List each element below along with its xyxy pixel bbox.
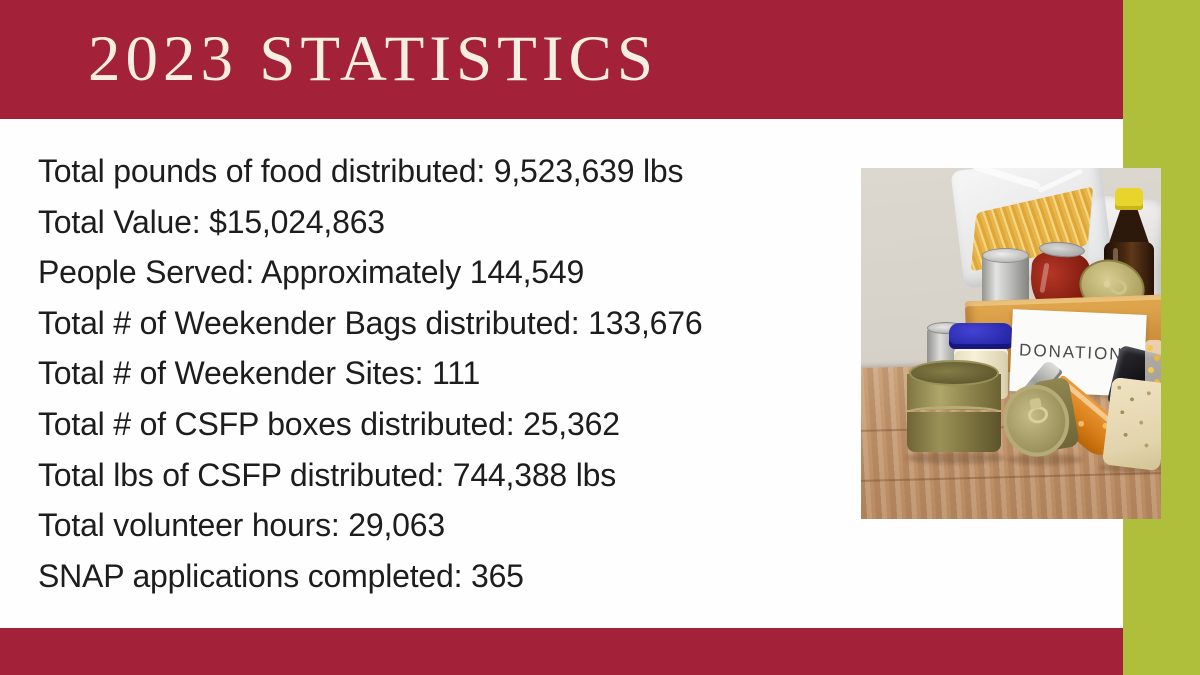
bottle-cap [1115,188,1143,210]
top-banner [0,0,1123,119]
stat-snap-applications: SNAP applications completed: 365 [38,557,524,594]
can-shadow [1007,454,1083,465]
bottom-banner [0,628,1123,675]
stat-total-pounds: Total pounds of food distributed: 9,523,… [38,153,684,189]
side-can-pull-tab [1029,397,1042,410]
stacked-olive-cans [907,360,1001,456]
bottle-neck [1108,208,1150,246]
upper-can-top [909,360,999,386]
stat-total-value: Total Value: $15,024,863 [38,203,385,240]
stat-volunteer-hours: Total volunteer hours: 29,063 [38,507,445,544]
donations-photo: DONATIONS [861,168,1161,519]
lower-can-body [907,412,1001,452]
page-title: 2023 STATISTICS [88,23,658,95]
stat-weekender-sites: Total # of Weekender Sites: 111 [38,355,481,392]
lower-can-rim [907,406,1001,418]
tin-can-lid [982,248,1029,263]
stat-csfp-pounds: Total lbs of CSFP distributed: 744,388 l… [38,456,617,493]
grain-bag [1101,376,1161,472]
statistics-list: Total pounds of food distributed: 9,523,… [38,146,858,601]
macaroni-bag [1145,340,1161,390]
side-lying-can [997,374,1084,466]
mayonnaise-jar-lid [949,323,1013,349]
stat-csfp-boxes: Total # of CSFP boxes distributed: 25,36… [38,405,620,442]
can-shadow [905,452,1005,464]
pull-ring [1107,277,1129,297]
stat-weekender-bags: Total # of Weekender Bags distributed: 1… [38,304,703,341]
title-container: 2023 STATISTICS [88,0,658,119]
stat-people-served: People Served: Approximately 144,549 [38,254,585,291]
plastic-shine [971,168,1041,190]
